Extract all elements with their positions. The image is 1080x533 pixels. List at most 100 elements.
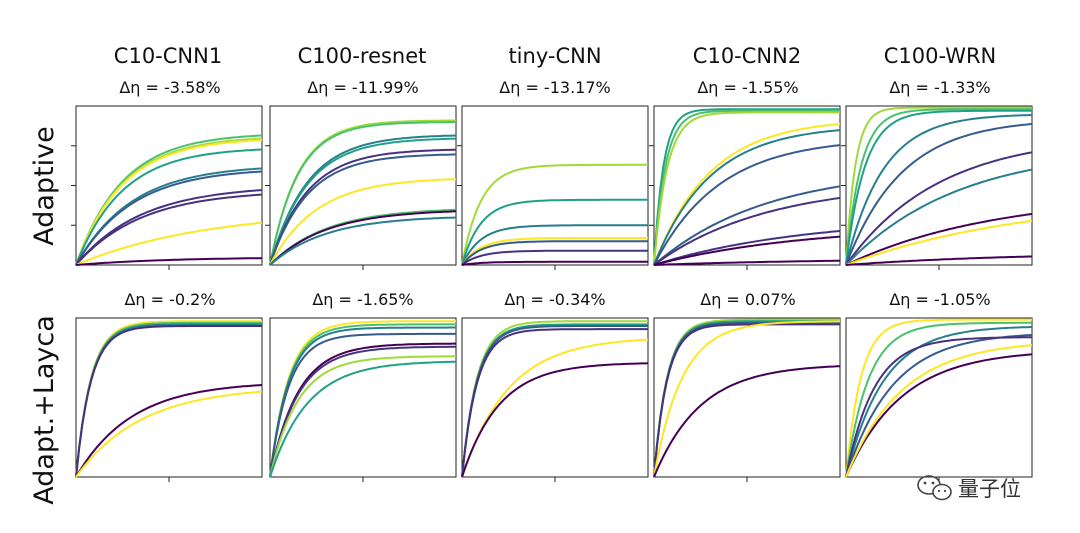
series-line bbox=[845, 122, 1033, 266]
series-line bbox=[845, 219, 1033, 266]
panel-frame bbox=[653, 317, 841, 478]
series-line bbox=[845, 108, 1032, 266]
series-line bbox=[845, 106, 1032, 266]
series-line bbox=[269, 320, 456, 478]
delta-bottom-2: Δη = -0.34% bbox=[504, 290, 605, 309]
series-line bbox=[75, 148, 263, 266]
series-line bbox=[75, 325, 262, 478]
series-line bbox=[269, 148, 457, 266]
series-line bbox=[269, 360, 457, 478]
delta-labels-top: Δη = -3.58% Δη = -11.99% Δη = -13.17% Δη… bbox=[119, 78, 990, 97]
series-line bbox=[653, 109, 840, 266]
col-title-2: tiny-CNN bbox=[508, 44, 601, 68]
col-title-4: C100-WRN bbox=[884, 44, 997, 68]
series-line bbox=[461, 260, 648, 266]
series-line bbox=[845, 353, 1033, 478]
delta-top-3: Δη = -1.55% bbox=[697, 78, 798, 97]
series-line bbox=[461, 328, 648, 478]
series-line bbox=[75, 384, 263, 478]
panel-1-3 bbox=[653, 317, 841, 482]
series-line bbox=[461, 325, 648, 478]
series-line bbox=[75, 193, 263, 266]
series-line bbox=[269, 216, 457, 266]
series-line bbox=[845, 212, 1033, 266]
series-line bbox=[845, 321, 1032, 478]
series-line bbox=[653, 111, 840, 266]
series-line bbox=[845, 255, 1032, 266]
column-titles: C10-CNN1 C100-resnet tiny-CNN C10-CNN2 C… bbox=[114, 44, 996, 68]
delta-top-2: Δη = -13.17% bbox=[499, 78, 610, 97]
col-title-1: C100-resnet bbox=[298, 44, 427, 68]
watermark-text: 量子位 bbox=[958, 477, 1021, 501]
series-line bbox=[461, 320, 648, 478]
series-line bbox=[653, 259, 841, 266]
series-line bbox=[653, 365, 841, 478]
series-line bbox=[653, 320, 840, 478]
series-line bbox=[269, 345, 456, 478]
col-title-0: C10-CNN1 bbox=[114, 44, 222, 68]
panel-0-3 bbox=[649, 105, 841, 270]
panel-1-2 bbox=[461, 317, 649, 482]
series-line bbox=[845, 318, 1032, 478]
series-line bbox=[461, 198, 648, 266]
series-line bbox=[461, 240, 648, 266]
watermark: 量子位 bbox=[917, 475, 1021, 501]
series-line bbox=[461, 338, 649, 478]
series-line bbox=[653, 318, 840, 478]
series-line bbox=[653, 108, 840, 266]
series-line bbox=[653, 235, 841, 266]
series-line bbox=[845, 168, 1033, 266]
row-label-adapt-layca: Adapt.+Layca bbox=[29, 315, 60, 505]
delta-bottom-4: Δη = -1.05% bbox=[889, 290, 990, 309]
series-line bbox=[653, 196, 841, 266]
series-line bbox=[75, 170, 263, 266]
series-line bbox=[75, 139, 263, 266]
series-line bbox=[269, 332, 456, 478]
series-line bbox=[845, 109, 1032, 266]
panel-0-0 bbox=[71, 105, 263, 270]
series-line bbox=[269, 355, 456, 478]
series-line bbox=[653, 230, 841, 266]
panel-1-0 bbox=[75, 317, 263, 482]
series-line bbox=[269, 323, 456, 478]
series-line bbox=[845, 151, 1033, 266]
series-line bbox=[845, 336, 1032, 478]
panels bbox=[71, 105, 1033, 482]
series-line bbox=[75, 189, 263, 266]
series-line bbox=[653, 129, 841, 266]
series-line bbox=[269, 153, 457, 266]
panel-frame bbox=[845, 317, 1033, 478]
series-line bbox=[75, 167, 263, 266]
row-label-adaptive: Adaptive bbox=[29, 126, 60, 246]
series-line bbox=[845, 114, 1033, 266]
series-line bbox=[845, 326, 1033, 478]
series-line bbox=[269, 178, 457, 266]
panel-0-1 bbox=[265, 105, 457, 270]
col-title-3: C10-CNN2 bbox=[693, 44, 801, 68]
panel-frame bbox=[269, 317, 457, 478]
panel-0-4 bbox=[841, 105, 1033, 270]
series-line bbox=[75, 257, 263, 266]
series-line bbox=[75, 221, 263, 266]
delta-bottom-1: Δη = -1.65% bbox=[312, 290, 413, 309]
series-line bbox=[269, 342, 456, 478]
series-line bbox=[269, 137, 456, 266]
delta-bottom-3: Δη = 0.07% bbox=[700, 290, 796, 309]
panel-frame bbox=[269, 105, 457, 266]
delta-labels-bottom: Δη = -0.2% Δη = -1.65% Δη = -0.34% Δη = … bbox=[124, 290, 990, 309]
delta-top-0: Δη = -3.58% bbox=[119, 78, 220, 97]
series-line bbox=[845, 344, 1033, 478]
wechat-icon bbox=[917, 475, 952, 501]
series-line bbox=[653, 144, 841, 266]
series-line bbox=[75, 390, 263, 478]
panel-1-1 bbox=[269, 317, 457, 482]
series-line bbox=[653, 185, 841, 266]
series-line bbox=[461, 237, 648, 266]
series-line bbox=[269, 134, 457, 266]
series-line bbox=[653, 122, 841, 266]
series-line bbox=[461, 362, 649, 478]
delta-top-1: Δη = -11.99% bbox=[307, 78, 418, 97]
series-line bbox=[461, 224, 648, 266]
delta-top-4: Δη = -1.33% bbox=[889, 78, 990, 97]
